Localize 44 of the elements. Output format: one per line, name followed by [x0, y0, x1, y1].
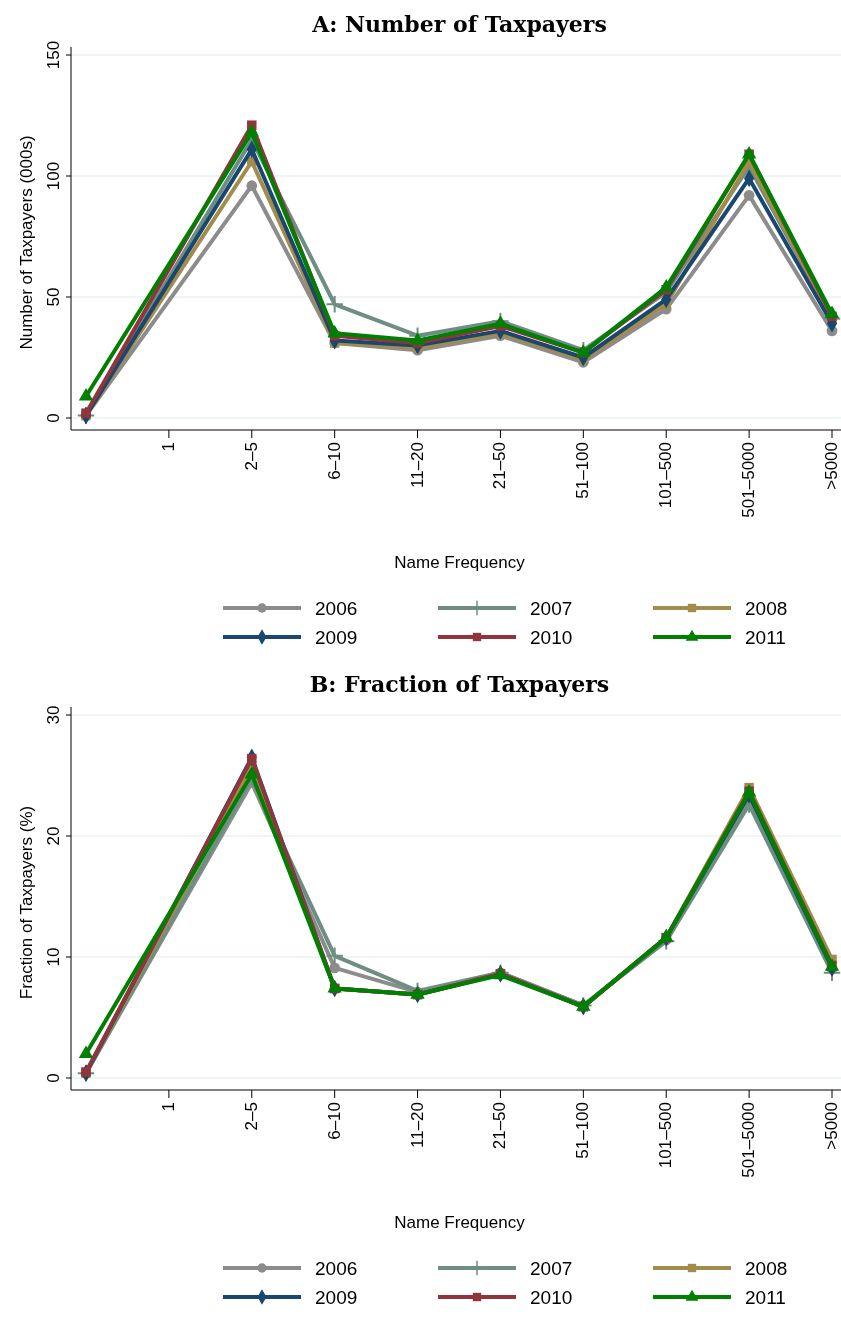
legend-label: 2010: [530, 627, 573, 648]
x-tick-label: 51–100: [573, 1102, 593, 1159]
x-tick-label: 21–50: [490, 1102, 510, 1150]
x-tick-label: 101–500: [656, 442, 676, 509]
x-tick-label: 2–5: [241, 1102, 261, 1131]
y-tick-label: 20: [44, 826, 63, 846]
legend-label: 2011: [745, 627, 786, 648]
legend-label: 2008: [745, 598, 788, 619]
chart-title: A: Number of Taxpayers: [311, 11, 607, 37]
y-tick-label: 0: [44, 413, 63, 423]
chart-title: B: Fraction of Taxpayers: [309, 671, 610, 697]
y-tick-label: 0: [44, 1073, 63, 1083]
x-tick-label: 101–500: [656, 1102, 676, 1169]
y-axis-title: Number of Taxpayers (000s): [17, 135, 36, 350]
y-axis-title: Fraction of Taxpayers (%): [17, 805, 36, 1000]
y-tick-label: 150: [44, 40, 63, 70]
y-tick-label: 30: [44, 705, 63, 725]
x-axis-title: Name Frequency: [394, 553, 526, 572]
legend-label: 2011: [745, 1287, 786, 1308]
x-tick-label: 1: [158, 442, 178, 452]
legend-label: 2009: [315, 1287, 358, 1308]
y-tick-label: 100: [44, 161, 63, 191]
y-tick-label: 50: [44, 287, 63, 307]
legend-label: 2009: [315, 627, 358, 648]
x-tick-label: 6–10: [324, 1102, 344, 1140]
legend-label: 2008: [745, 1258, 788, 1279]
x-tick-label: 11–20: [407, 442, 427, 489]
x-tick-label: 11–20: [407, 1102, 427, 1149]
x-tick-label: 501–5000: [739, 1102, 759, 1178]
legend-label: 2010: [530, 1287, 573, 1308]
legend-label: 2007: [530, 598, 573, 619]
y-tick-label: 10: [44, 947, 63, 967]
x-tick-label: 2–5: [241, 442, 261, 471]
x-axis-title: Name Frequency: [394, 1213, 526, 1232]
x-tick-label: 21–50: [490, 442, 510, 490]
x-tick-label: >5000: [822, 1102, 841, 1150]
x-tick-label: >5000: [822, 442, 841, 490]
legend-label: 2007: [530, 1258, 573, 1279]
legend-label: 2006: [315, 1258, 358, 1279]
x-tick-label: 501–5000: [739, 442, 759, 518]
x-tick-label: 1: [158, 1102, 178, 1112]
x-tick-label: 51–100: [573, 442, 593, 499]
legend-label: 2006: [315, 598, 358, 619]
x-tick-label: 6–10: [324, 442, 344, 480]
